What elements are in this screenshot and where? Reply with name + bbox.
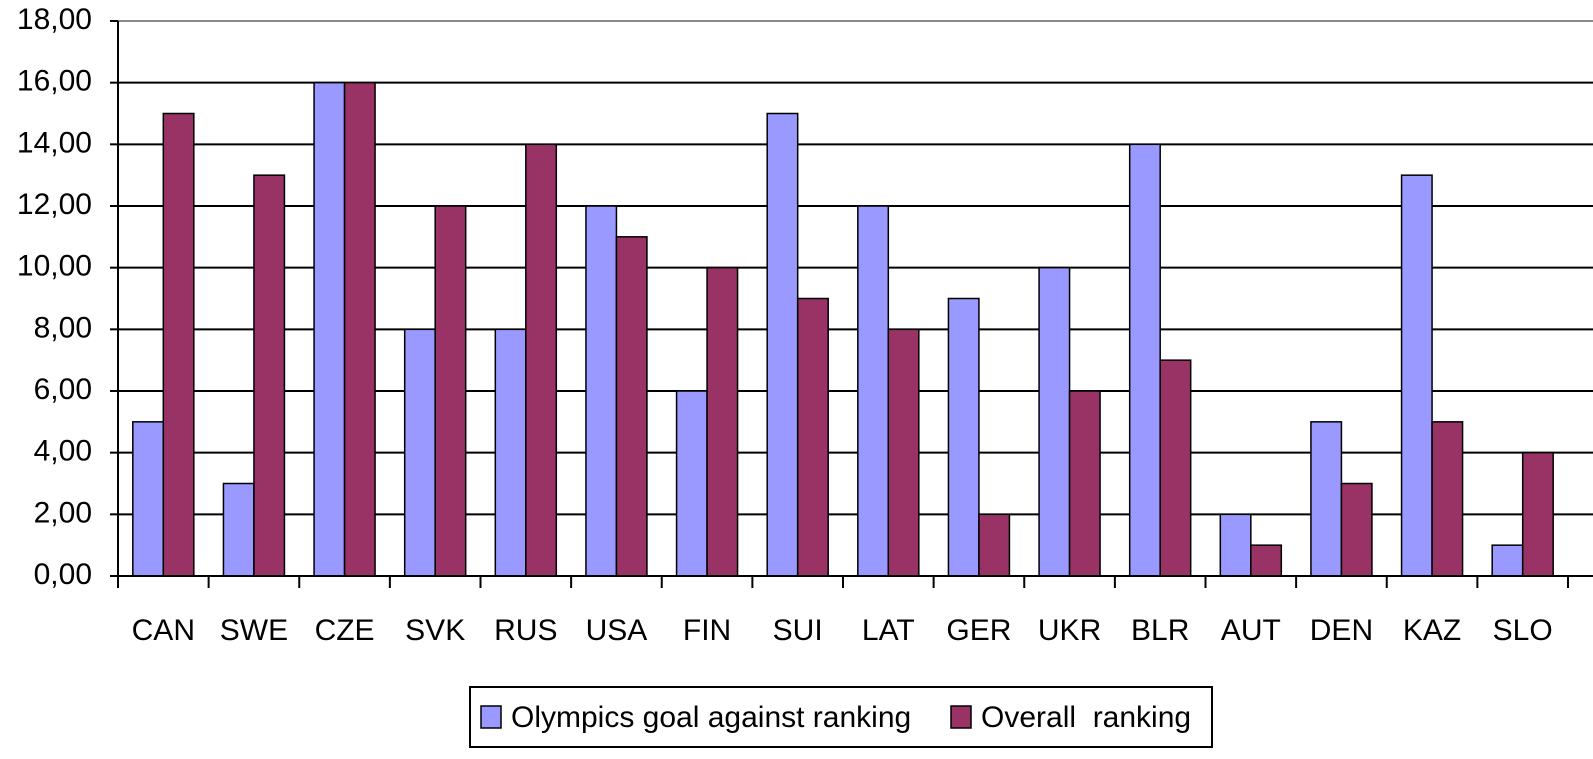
x-tick-label: SWE [220, 614, 288, 647]
legend-box [469, 686, 1213, 748]
bar [1159, 359, 1192, 577]
bar [253, 174, 286, 577]
bar [1340, 482, 1373, 577]
x-tick-label: USA [586, 614, 648, 647]
x-tick-label: AUT [1221, 614, 1281, 647]
y-tick-label: 12,00 [17, 188, 92, 221]
legend-swatch [950, 705, 972, 729]
x-tick-label: DEN [1310, 614, 1373, 647]
bar [343, 81, 376, 577]
y-tick-label: 0,00 [34, 558, 92, 591]
y-tick-label: 18,00 [17, 3, 92, 36]
bar [1400, 174, 1433, 577]
bar [132, 421, 165, 577]
y-tick-label: 10,00 [17, 250, 92, 283]
bar [585, 205, 618, 577]
bar [887, 328, 920, 577]
x-tick-label: RUS [494, 614, 557, 647]
bar [313, 81, 346, 577]
y-tick-label: 4,00 [34, 435, 92, 468]
x-tick-label: GER [946, 614, 1011, 647]
bar [1219, 513, 1252, 577]
y-tick-label: 6,00 [34, 373, 92, 406]
bar [675, 390, 708, 577]
bar [525, 143, 558, 577]
x-tick-label: CZE [315, 614, 375, 647]
bar [162, 112, 195, 577]
bar [857, 205, 890, 577]
y-tick-label: 2,00 [34, 496, 92, 529]
bar [1521, 451, 1554, 577]
bar [978, 513, 1011, 577]
x-tick-label: BLR [1131, 614, 1189, 647]
y-tick-label: 16,00 [17, 65, 92, 98]
bar [222, 482, 255, 577]
x-tick-label: KAZ [1403, 614, 1461, 647]
bar [1128, 143, 1161, 577]
bar [403, 328, 436, 577]
bar [796, 297, 829, 577]
bar [947, 297, 980, 577]
legend-label: Olympics goal against ranking [511, 701, 911, 734]
x-tick-label: SLO [1493, 614, 1553, 647]
x-tick-label: SVK [405, 614, 465, 647]
bar [1431, 421, 1464, 577]
bar [434, 205, 467, 577]
y-tick-label: 8,00 [34, 311, 92, 344]
x-tick-label: SUI [773, 614, 823, 647]
bar [615, 236, 648, 577]
x-tick-label: LAT [862, 614, 915, 647]
x-tick-label: FIN [683, 614, 731, 647]
bar [1491, 544, 1524, 577]
y-tick-label: 14,00 [17, 126, 92, 159]
legend-swatch [480, 705, 502, 729]
x-tick-label: CAN [132, 614, 195, 647]
bar [1068, 390, 1101, 577]
bar [1250, 544, 1283, 577]
bar [766, 112, 799, 577]
bar [494, 328, 527, 577]
bar [706, 266, 739, 577]
bar [1310, 421, 1343, 577]
legend-label: Overall ranking [981, 701, 1191, 734]
bar [1038, 266, 1071, 577]
x-tick-label: UKR [1038, 614, 1101, 647]
